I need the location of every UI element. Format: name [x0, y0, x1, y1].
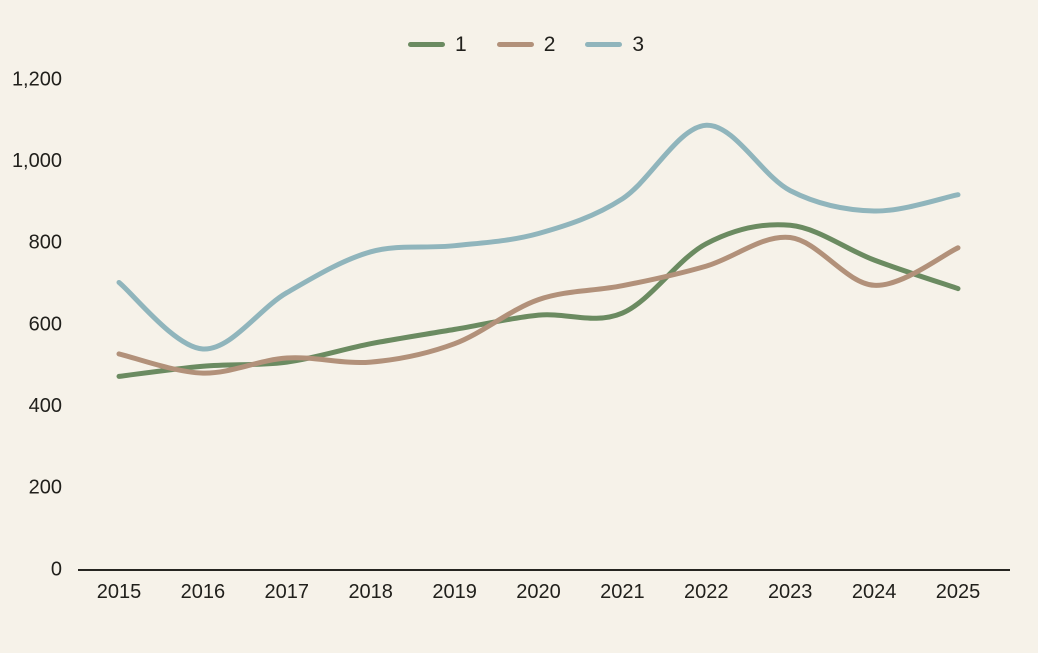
legend-label: 2 [543, 32, 556, 56]
y-tick-label: 1,200 [12, 68, 62, 90]
y-axis-labels: 0 200 400 600 800 1,000 1,200 [12, 68, 62, 580]
legend-label: 1 [455, 32, 467, 56]
y-tick-label: 1,000 [12, 150, 62, 172]
legend-item-3[interactable]: 3 [585, 34, 644, 55]
chart-legend: 1 2 3 [408, 31, 644, 57]
x-tick-label: 2018 [348, 581, 393, 603]
legend-item-1[interactable]: 1 [408, 34, 467, 55]
x-tick-label: 2015 [97, 581, 142, 603]
legend-label: 3 [632, 32, 645, 56]
y-tick-label: 0 [51, 558, 62, 580]
x-tick-label: 2023 [768, 581, 813, 603]
y-tick-label: 600 [29, 313, 62, 335]
x-tick-label: 2019 [432, 581, 477, 603]
legend-swatch-3 [585, 41, 623, 47]
x-tick-label: 2017 [265, 581, 310, 603]
x-tick-label: 2016 [181, 581, 226, 603]
x-tick-label: 2021 [600, 581, 645, 603]
series-line-3 [116, 122, 961, 352]
x-tick-label: 2024 [852, 581, 897, 603]
series-line-2 [116, 234, 961, 376]
x-tick-label: 2025 [936, 581, 981, 603]
x-tick-label: 2022 [684, 581, 729, 603]
legend-item-2[interactable]: 2 [496, 32, 556, 56]
x-tick-label: 2020 [516, 581, 561, 603]
x-axis-labels: 2015 2016 2017 2018 2019 2020 2021 2022 2023 2024… [97, 581, 981, 603]
y-tick-label: 200 [29, 477, 62, 499]
legend-swatch-1 [408, 41, 445, 47]
y-tick-label: 400 [29, 395, 62, 417]
y-tick-label: 800 [29, 232, 62, 254]
legend-swatch-2 [496, 41, 534, 47]
